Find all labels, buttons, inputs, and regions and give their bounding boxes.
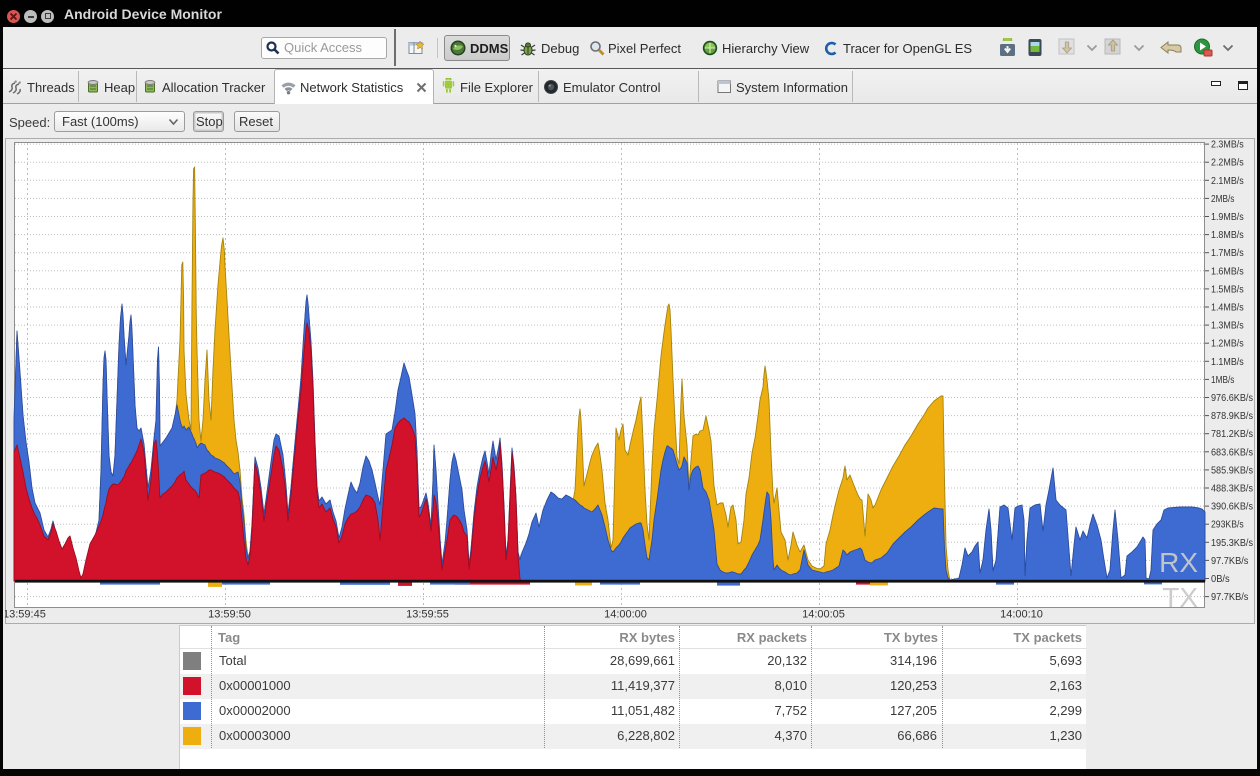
svg-text:1.7MB/s: 1.7MB/s bbox=[1211, 247, 1244, 259]
svg-text:195.3KB/s: 195.3KB/s bbox=[1211, 537, 1253, 549]
svg-text:1.3MB/s: 1.3MB/s bbox=[1211, 320, 1244, 332]
svg-text:976.6KB/s: 976.6KB/s bbox=[1211, 392, 1253, 404]
svg-text:2.1MB/s: 2.1MB/s bbox=[1211, 175, 1244, 187]
svg-text:2.3MB/s: 2.3MB/s bbox=[1211, 139, 1244, 151]
svg-text:0B/s: 0B/s bbox=[1211, 573, 1230, 585]
svg-text:781.2KB/s: 781.2KB/s bbox=[1211, 428, 1253, 440]
svg-text:13:59:55: 13:59:55 bbox=[406, 609, 449, 621]
svg-text:1.6MB/s: 1.6MB/s bbox=[1211, 265, 1244, 277]
svg-text:14:00:05: 14:00:05 bbox=[802, 609, 845, 621]
svg-text:2.2MB/s: 2.2MB/s bbox=[1211, 157, 1244, 169]
svg-text:390.6KB/s: 390.6KB/s bbox=[1211, 501, 1253, 513]
svg-text:1.5MB/s: 1.5MB/s bbox=[1211, 283, 1244, 295]
svg-text:97.7KB/s: 97.7KB/s bbox=[1211, 591, 1248, 603]
svg-text:683.6KB/s: 683.6KB/s bbox=[1211, 446, 1253, 458]
svg-text:1.9MB/s: 1.9MB/s bbox=[1211, 211, 1244, 223]
svg-text:13:59:50: 13:59:50 bbox=[208, 609, 251, 621]
svg-text:1.4MB/s: 1.4MB/s bbox=[1211, 302, 1244, 314]
svg-text:1.8MB/s: 1.8MB/s bbox=[1211, 229, 1244, 241]
svg-text:97.7KB/s: 97.7KB/s bbox=[1211, 555, 1248, 567]
svg-text:RX: RX bbox=[1159, 547, 1198, 578]
svg-text:14:00:00: 14:00:00 bbox=[604, 609, 647, 621]
svg-text:1MB/s: 1MB/s bbox=[1211, 374, 1234, 386]
svg-text:1.2MB/s: 1.2MB/s bbox=[1211, 338, 1244, 350]
svg-text:293KB/s: 293KB/s bbox=[1211, 519, 1244, 531]
svg-text:878.9KB/s: 878.9KB/s bbox=[1211, 410, 1253, 422]
svg-text:488.3KB/s: 488.3KB/s bbox=[1211, 483, 1253, 495]
svg-text:585.9KB/s: 585.9KB/s bbox=[1211, 464, 1253, 476]
svg-text:13:59:45: 13:59:45 bbox=[5, 609, 46, 621]
svg-text:TX: TX bbox=[1162, 582, 1198, 613]
svg-text:1.1MB/s: 1.1MB/s bbox=[1211, 356, 1244, 368]
svg-text:2MB/s: 2MB/s bbox=[1211, 193, 1234, 205]
svg-text:14:00:10: 14:00:10 bbox=[1000, 609, 1043, 621]
